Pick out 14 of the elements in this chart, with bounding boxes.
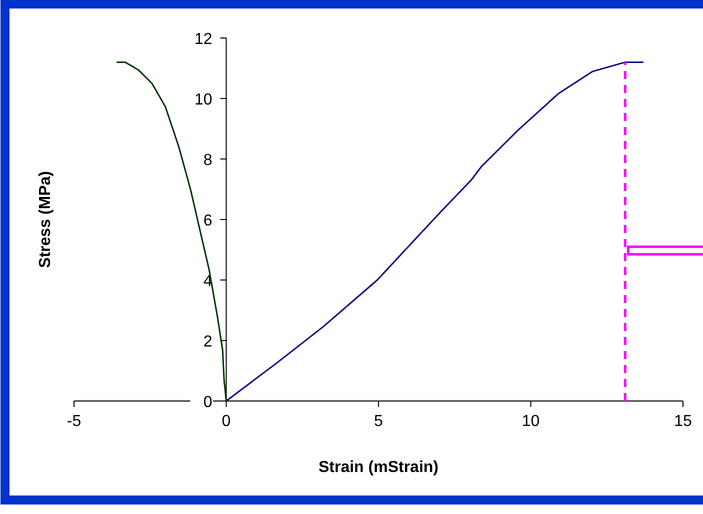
x-tick-label: 5 xyxy=(374,413,384,430)
x-axis-title: Strain (mStrain) xyxy=(318,459,439,476)
y-tick-label: 0 xyxy=(203,394,212,411)
x-tick-label: 15 xyxy=(674,413,692,430)
x-tick-label: -5 xyxy=(66,413,82,430)
line-series xyxy=(226,61,644,402)
y-axis-title: Stress (MPa) xyxy=(37,171,54,268)
y-tick-label: 2 xyxy=(203,334,212,350)
y-tick-label: 10 xyxy=(194,92,212,108)
x-tick-label: 10 xyxy=(522,413,540,430)
y-tick-label: 8 xyxy=(203,152,212,169)
y-tick-label: 6 xyxy=(203,212,212,230)
y-tick-label: 12 xyxy=(194,31,212,48)
x-tick-label: 0 xyxy=(222,413,231,430)
